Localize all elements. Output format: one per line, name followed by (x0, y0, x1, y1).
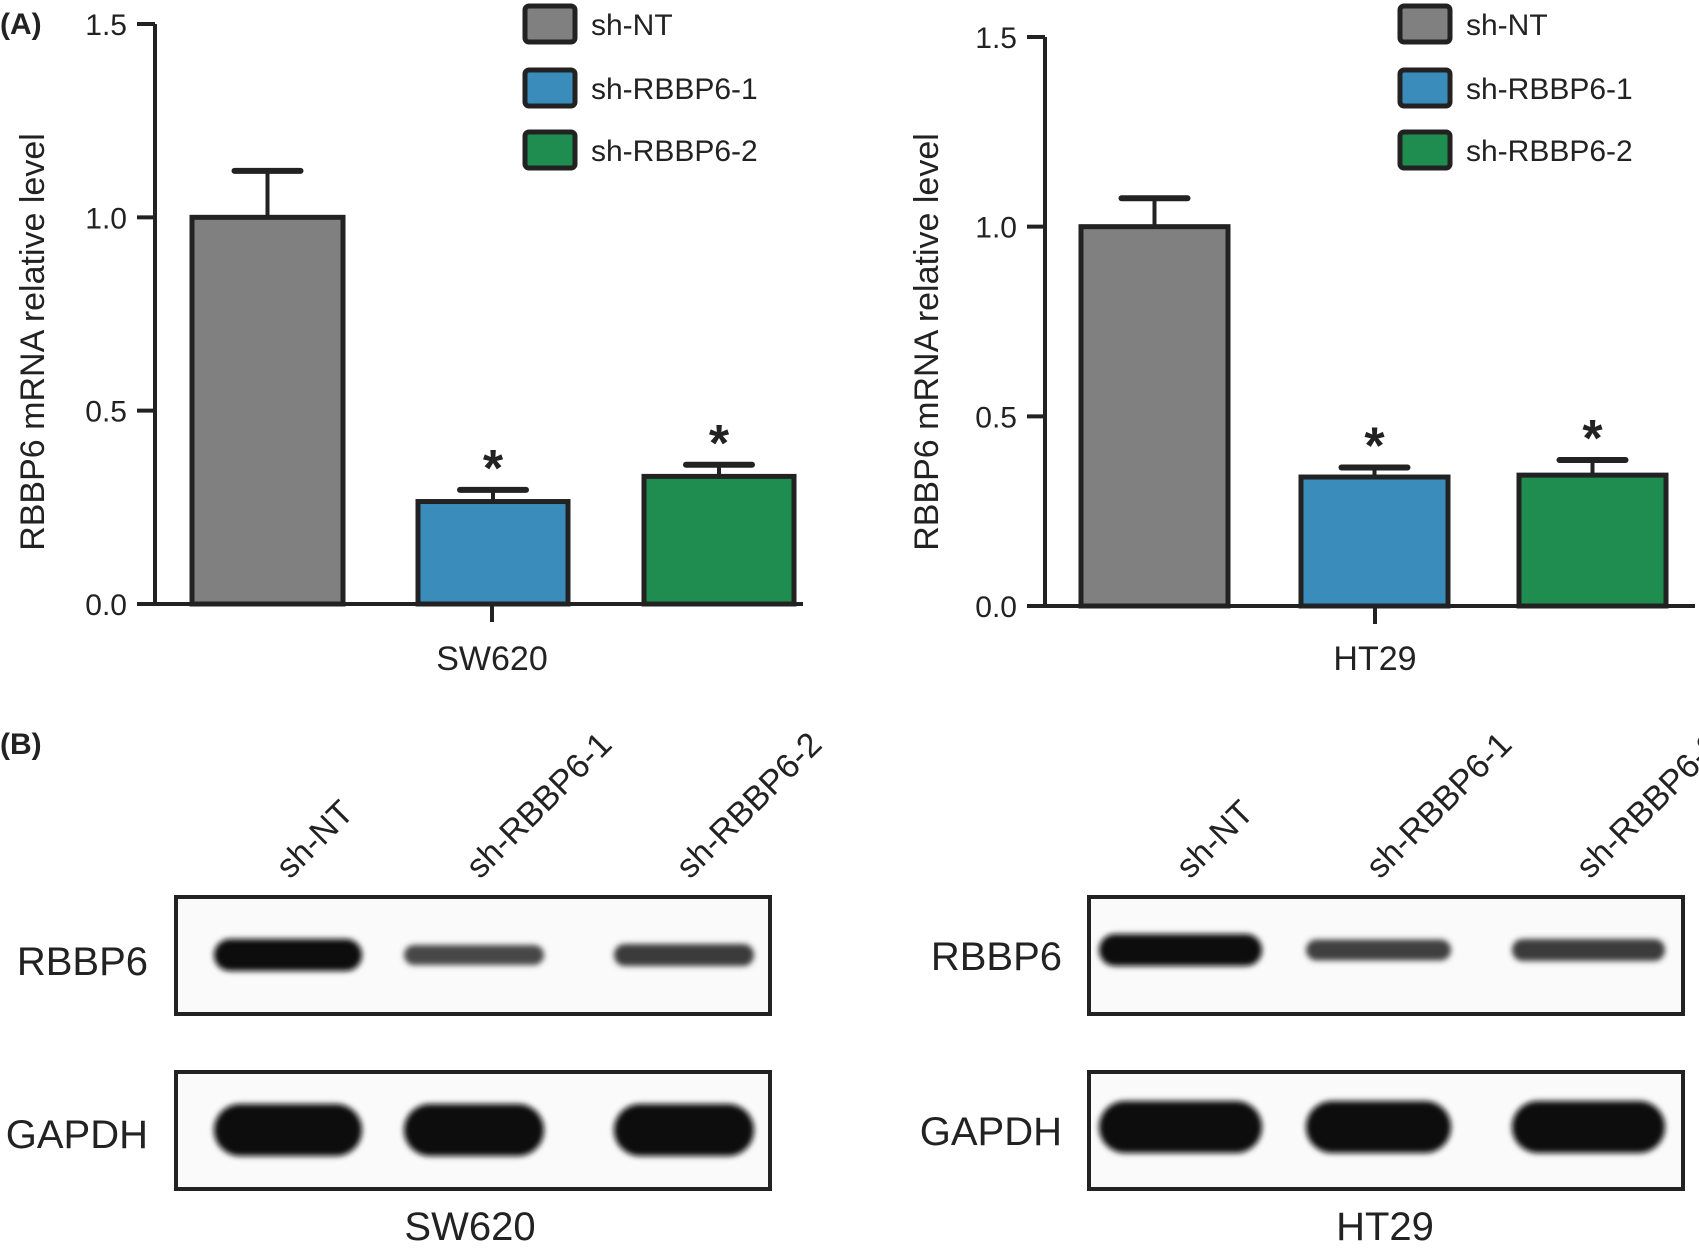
protein-label-gapdh: GAPDH (6, 1113, 148, 1157)
band-gapdh (614, 1104, 754, 1156)
legend-label: sh-RBBP6-1 (591, 73, 758, 106)
y-tick-label: 1.5 (975, 22, 1017, 55)
blot-cell-line: HT29 (1336, 1205, 1434, 1249)
bar-sh-rbbp6-2 (641, 473, 797, 607)
western-blot-sw620: sh-NT sh-RBBP6-1 sh-RBBP6-2 RBBP6 GAPDH SW… (6, 725, 830, 1249)
bar-chart-sw620: RBBP6 mRNA relative level SW620 0.0 0.5 1.… (14, 3, 803, 678)
band-gapdh (214, 1104, 362, 1156)
bar-chart-ht29: RBBP6 mRNA relative level HT29 0.0 0.5 1.0… (908, 3, 1695, 678)
lane-labels: sh-NT sh-RBBP6-1 sh-RBBP6-2 (1169, 725, 1699, 885)
x-axis-label: HT29 (1333, 640, 1416, 678)
lane-labels: sh-NT sh-RBBP6-1 sh-RBBP6-2 (269, 725, 829, 885)
x-axis-label: SW620 (436, 640, 548, 678)
y-ticks: 0.0 0.5 1.0 1.5 (975, 22, 1045, 624)
legend-label: sh-RBBP6-1 (1466, 73, 1633, 106)
legend-swatch (1397, 67, 1453, 109)
legend: sh-NT sh-RBBP6-1 sh-RBBP6-2 (1397, 3, 1633, 171)
legend-swatch (1397, 3, 1453, 45)
blot-cell-line: SW620 (404, 1205, 535, 1249)
legend-label: sh-RBBP6-2 (591, 135, 758, 168)
legend-label: sh-NT (591, 9, 673, 42)
panel-label-b: (B) (0, 728, 42, 761)
band-rbbp6 (614, 943, 754, 967)
bands (1099, 934, 1665, 1153)
bars: * * (1078, 195, 1669, 609)
band-rbbp6 (214, 939, 362, 971)
y-tick-label: 1.5 (85, 9, 127, 42)
bar-sh-rbbp6-1 (1298, 474, 1451, 609)
bands (214, 939, 754, 1156)
lane-label: sh-RBBP6-1 (1359, 725, 1519, 885)
bars: * * (189, 167, 797, 607)
band-rbbp6 (1512, 938, 1665, 962)
significance-marker: * (1582, 410, 1603, 468)
significance-marker: * (483, 440, 504, 498)
lane-label: sh-NT (269, 793, 361, 885)
legend: sh-NT sh-RBBP6-1 sh-RBBP6-2 (522, 3, 758, 171)
y-tick-label: 0.0 (85, 589, 127, 622)
legend-swatch (522, 67, 578, 109)
bar-sh-rbbp6-2 (1516, 472, 1669, 609)
y-tick-label: 0.5 (85, 396, 127, 429)
panel-label-a: (A) (0, 8, 42, 41)
protein-label-rbbp6: RBBP6 (17, 940, 148, 984)
significance-marker: * (709, 415, 730, 473)
legend-swatch (1397, 129, 1453, 171)
y-tick-label: 1.0 (975, 212, 1017, 245)
y-axis-label: RBBP6 mRNA relative level (908, 133, 946, 551)
band-rbbp6 (404, 945, 544, 965)
western-blot-ht29: sh-NT sh-RBBP6-1 sh-RBBP6-2 RBBP6 GAPDH HT… (920, 725, 1699, 1249)
band-gapdh (1306, 1101, 1451, 1153)
bar-sh-nt (189, 214, 346, 607)
band-gapdh (1512, 1101, 1665, 1153)
band-gapdh (404, 1104, 544, 1156)
protein-label-rbbp6: RBBP6 (931, 935, 1062, 979)
lane-label: sh-NT (1169, 793, 1261, 885)
band-gapdh (1099, 1101, 1262, 1153)
lane-label: sh-RBBP6-2 (669, 725, 829, 885)
protein-label-gapdh: GAPDH (920, 1110, 1062, 1154)
y-tick-label: 0.0 (975, 591, 1017, 624)
y-tick-label: 0.5 (975, 401, 1017, 434)
bar-sh-nt (1078, 224, 1231, 609)
y-tick-label: 1.0 (85, 202, 127, 235)
legend-label: sh-RBBP6-2 (1466, 135, 1633, 168)
legend-swatch (522, 129, 578, 171)
y-axis-label: RBBP6 mRNA relative level (14, 133, 52, 551)
y-ticks: 0.0 0.5 1.0 1.5 (85, 9, 155, 622)
lane-label: sh-RBBP6-2 (1569, 725, 1699, 885)
legend-swatch (522, 3, 578, 45)
significance-marker: * (1364, 418, 1385, 476)
band-rbbp6 (1099, 934, 1262, 966)
lane-label: sh-RBBP6-1 (459, 725, 619, 885)
legend-label: sh-NT (1466, 9, 1548, 42)
bar-sh-rbbp6-1 (415, 499, 571, 607)
band-rbbp6 (1306, 939, 1451, 961)
